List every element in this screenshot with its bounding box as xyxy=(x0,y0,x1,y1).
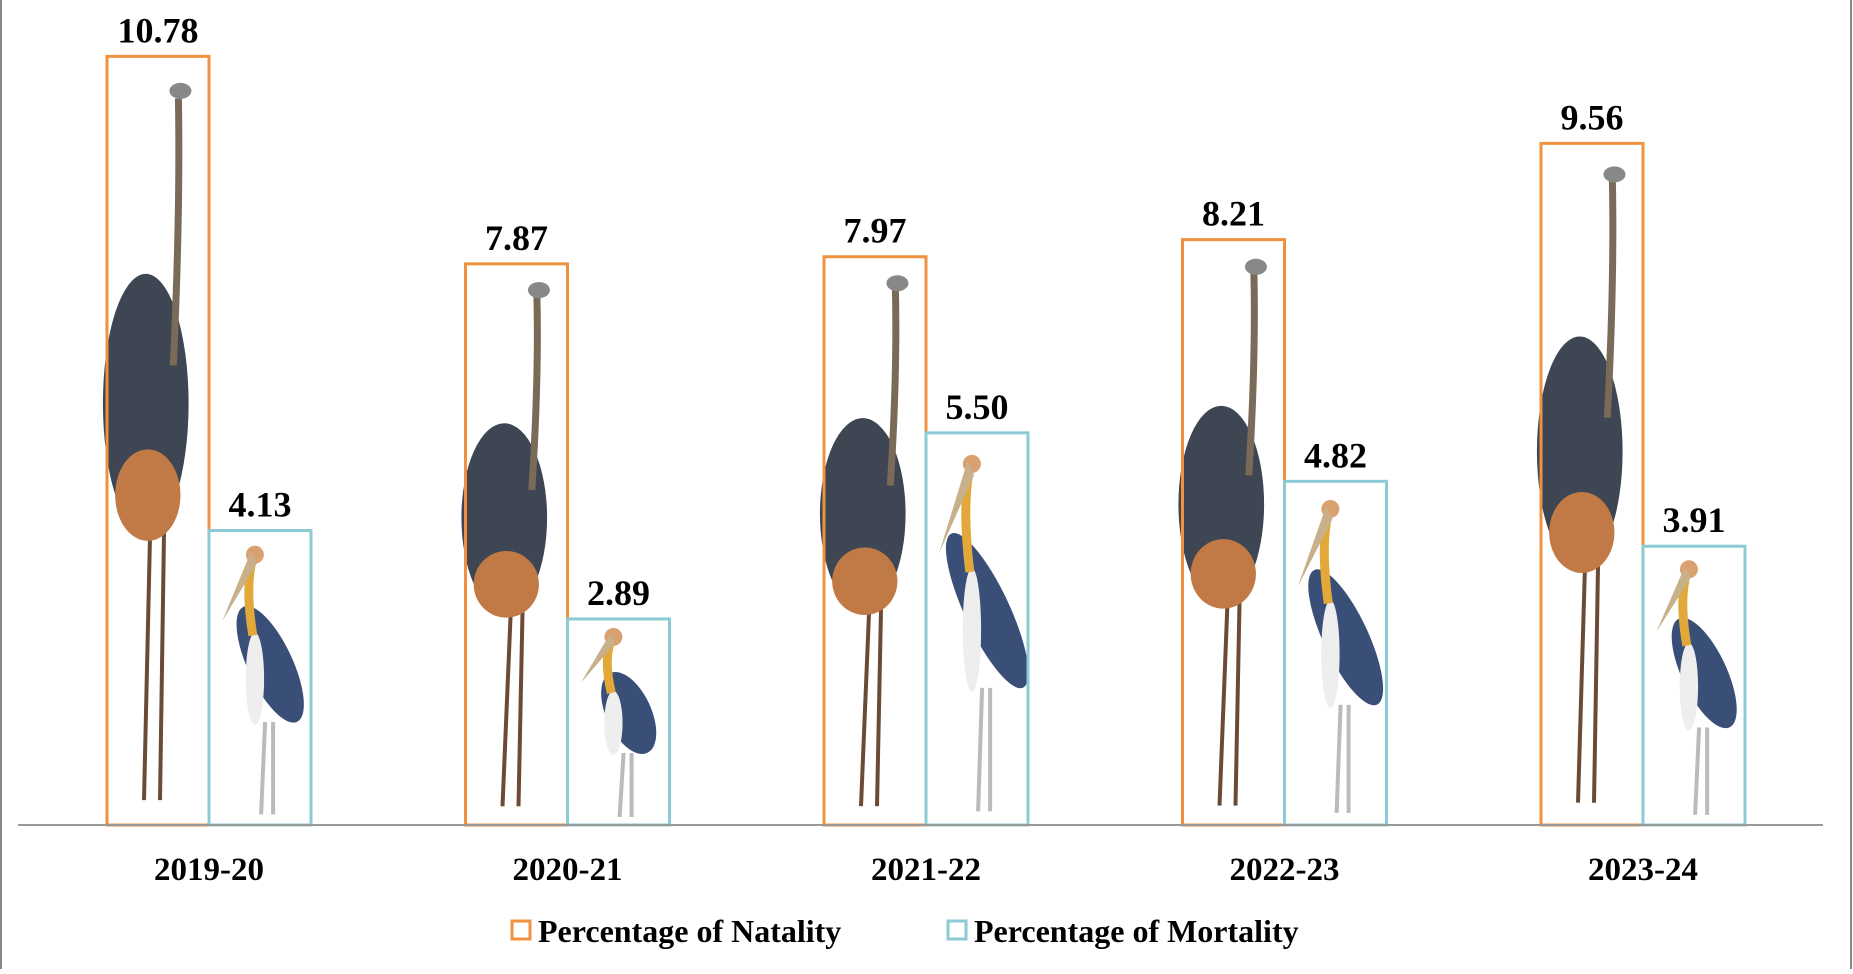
ostrich-head xyxy=(886,275,908,291)
ostrich-figure xyxy=(820,275,909,806)
bar-group xyxy=(1294,500,1397,813)
stork-belly xyxy=(963,568,981,692)
stork-belly xyxy=(246,633,264,725)
bar-group xyxy=(103,83,192,800)
data-label: 2.89 xyxy=(587,573,650,613)
data-label: 3.91 xyxy=(1663,500,1726,540)
ostrich-leg xyxy=(1220,603,1240,806)
ostrich-belly xyxy=(474,551,539,618)
data-label: 7.87 xyxy=(485,218,548,258)
ostrich-figure xyxy=(461,282,550,806)
bar-group xyxy=(222,546,317,815)
bar-group xyxy=(1656,560,1750,815)
bar-group xyxy=(820,275,909,806)
bar-group xyxy=(1537,166,1626,802)
ostrich-figure xyxy=(1178,259,1267,806)
stork-leg xyxy=(978,688,990,812)
ostrich-belly xyxy=(1549,492,1614,573)
page: {"chart_data": {"type": "bar", "categori… xyxy=(0,0,1853,969)
data-label: 8.21 xyxy=(1202,194,1265,234)
ostrich-leg xyxy=(861,609,881,806)
stork-belly xyxy=(604,691,622,755)
legend-swatch xyxy=(512,921,530,939)
stork-body xyxy=(223,597,317,731)
ostrich-leg xyxy=(1578,566,1598,802)
stork-figure xyxy=(222,546,317,815)
x-tick-label: 2019-20 xyxy=(154,852,264,888)
data-label: 10.78 xyxy=(118,10,199,50)
stork-leg xyxy=(1337,705,1349,813)
legend-swatch xyxy=(948,921,966,939)
ostrich-head xyxy=(1603,166,1625,182)
data-label: 9.56 xyxy=(1561,97,1624,137)
stork-belly xyxy=(1680,643,1698,730)
x-tick-label: 2020-21 xyxy=(513,852,623,888)
data-label: 4.13 xyxy=(229,485,292,525)
ostrich-head xyxy=(528,282,550,298)
ostrich-head xyxy=(1245,259,1267,275)
legend-label: Percentage of Natality xyxy=(538,913,841,949)
ostrich-neck xyxy=(890,289,896,486)
ostrich-leg xyxy=(144,533,164,800)
x-tick-label: 2021-22 xyxy=(871,852,981,888)
stork-body xyxy=(1294,560,1397,714)
bar-group xyxy=(1178,259,1267,806)
stork-leg xyxy=(261,722,273,814)
legend-label: Percentage of Mortality xyxy=(974,913,1299,949)
stork-figure xyxy=(581,628,668,817)
stork-belly xyxy=(1321,600,1339,708)
ostrich-belly xyxy=(832,547,897,614)
ostrich-neck xyxy=(1249,273,1255,476)
ostrich-neck xyxy=(173,99,179,366)
bar-group xyxy=(581,628,668,817)
stork-leg xyxy=(1695,728,1707,815)
data-label: 5.50 xyxy=(946,387,1009,427)
ostrich-belly xyxy=(1191,539,1256,609)
x-tick-label: 2022-23 xyxy=(1230,852,1340,888)
ostrich-figure xyxy=(1537,166,1626,802)
ostrich-belly xyxy=(115,449,180,541)
stork-figure xyxy=(1656,560,1750,815)
stork-body xyxy=(1659,609,1750,737)
chart: 10.78 4.13 2019-20 7.87 2.89 2020-21 7.97 5.50 2… xyxy=(0,0,1853,969)
stork-leg xyxy=(620,753,632,817)
ostrich-neck xyxy=(1607,181,1613,417)
data-label: 7.97 xyxy=(844,211,907,251)
ostrich-neck xyxy=(532,296,538,490)
bar-group xyxy=(461,282,550,806)
stork-body xyxy=(590,664,668,763)
ostrich-leg xyxy=(503,612,523,806)
x-tick-label: 2023-24 xyxy=(1588,852,1698,888)
stork-figure xyxy=(1294,500,1397,813)
data-label: 4.82 xyxy=(1304,435,1367,475)
ostrich-figure xyxy=(103,83,192,800)
ostrich-head xyxy=(169,83,191,99)
